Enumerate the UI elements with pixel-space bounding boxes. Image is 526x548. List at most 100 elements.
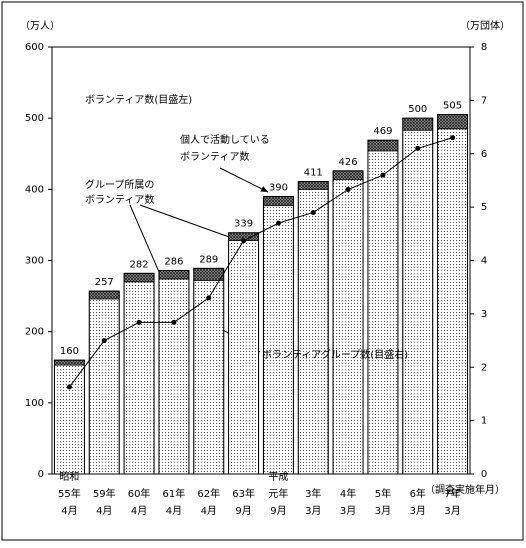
annotation: ボランティア数(目盛左) — [85, 93, 192, 106]
total-label: 339 — [234, 219, 253, 230]
y-tick-label: 400 — [25, 184, 44, 195]
x-tick-label: 4月 — [96, 505, 112, 517]
x-tick-label: 3年 — [305, 487, 321, 500]
bar-segment — [54, 359, 85, 366]
x-tick-label: 4月 — [201, 505, 217, 517]
y2-tick-label: 5 — [481, 202, 487, 213]
x-tick-label: 3月 — [375, 505, 391, 517]
bar-segment — [402, 129, 434, 475]
bar-segment — [367, 139, 399, 152]
x-tick-label: 3月 — [444, 505, 460, 517]
total-bar — [123, 272, 155, 475]
x-tick-label: 4月 — [61, 505, 77, 517]
total-label: 286 — [164, 256, 183, 267]
total-label: 411 — [304, 168, 323, 179]
bar-segment — [437, 114, 468, 130]
bar-segment — [88, 298, 120, 475]
x-tick-label: 3月 — [305, 505, 321, 517]
y-tick-label: 0 — [38, 469, 44, 480]
total-bar — [53, 359, 85, 475]
arrow — [219, 167, 269, 193]
y-tick-label: 600 — [25, 42, 44, 53]
total-bar — [297, 181, 329, 475]
bar-segment — [158, 278, 190, 475]
group-line — [69, 137, 453, 388]
x-tick-label: 5年 — [375, 487, 391, 500]
total-bar — [332, 170, 364, 475]
x-tick-label: 昭和 — [59, 471, 79, 483]
total-bar — [158, 269, 190, 475]
y2-tick-label: 3 — [481, 309, 487, 320]
bar-segment — [297, 181, 329, 190]
bar-segment — [88, 290, 120, 300]
x-tick-label: 7年 — [444, 487, 460, 500]
y-tick-label: 300 — [25, 256, 44, 267]
frame — [1, 1, 524, 541]
annotation: 個人で活動している — [180, 133, 270, 146]
x-tick-label: 59年 — [93, 487, 116, 500]
x-tick-label: 元年 — [268, 487, 288, 500]
bar-segment — [332, 170, 364, 180]
total-label: 289 — [199, 254, 218, 265]
x-tick-label: 3月 — [410, 505, 426, 517]
y2-tick-label: 7 — [481, 95, 487, 106]
arrow — [139, 204, 244, 243]
y2-tick-label: 8 — [481, 42, 487, 53]
y2-tick-label: 1 — [481, 416, 487, 427]
bar-segment — [263, 196, 294, 207]
bar-segment — [123, 272, 155, 283]
total-label: 426 — [339, 157, 358, 168]
total-label: 469 — [373, 126, 392, 137]
bar-segment — [437, 128, 468, 475]
bar-segment — [123, 281, 155, 475]
x-tick-label: 63年 — [232, 487, 255, 500]
annotation: ボランティア数 — [180, 150, 249, 163]
bar-segment — [263, 205, 294, 475]
y2-tick-label: 4 — [481, 256, 487, 267]
x-tick-label: 6年 — [410, 487, 426, 500]
total-bar — [367, 139, 399, 475]
bar-segment — [193, 267, 225, 281]
y2-tick-label: 2 — [481, 362, 487, 373]
x-tick-label: 62年 — [197, 487, 220, 500]
x-tick-label: 9月 — [235, 505, 251, 517]
total-label: 505 — [443, 101, 462, 112]
y2-tick-label: 0 — [481, 469, 487, 480]
bar-segment — [228, 240, 259, 475]
y2-tick-label: 6 — [481, 149, 487, 160]
total-label: 282 — [130, 259, 149, 270]
bar-segment — [297, 188, 329, 475]
total-bar — [88, 290, 120, 475]
right-unit: （万団体） — [460, 20, 510, 32]
total-label: 500 — [408, 104, 427, 115]
y-tick-label: 500 — [25, 113, 44, 124]
bar-segment — [54, 364, 85, 475]
annotation: グループ所属の — [85, 178, 154, 191]
x-tick-label: 4月 — [166, 505, 182, 517]
x-tick-label: 平成 — [268, 471, 288, 483]
bar-segment — [332, 179, 364, 475]
x-tick-label: 55年 — [58, 487, 81, 500]
total-label: 257 — [95, 277, 114, 288]
total-label: 160 — [60, 346, 79, 357]
x-tick-label: 60年 — [128, 487, 151, 500]
total-bar — [262, 195, 294, 475]
x-tick-label: 61年 — [163, 487, 186, 500]
y-tick-label: 100 — [25, 398, 44, 409]
x-tick-label: 4月 — [131, 505, 147, 517]
bar-segment — [402, 117, 434, 131]
total-bar — [402, 117, 434, 475]
x-tick-label: 4年 — [340, 487, 356, 500]
bar-segment — [158, 270, 190, 280]
total-bar — [228, 232, 260, 475]
x-unit: （調査実施年月） — [425, 483, 505, 496]
total-bar — [193, 267, 225, 475]
annotation: ボランティア数 — [85, 193, 154, 206]
x-tick-label: 9月 — [270, 505, 286, 517]
annotation: ボランティアグループ数(目盛右) — [262, 348, 408, 361]
bar-segment — [193, 280, 225, 475]
left-unit: （万人） — [20, 20, 60, 32]
total-bar — [437, 114, 469, 475]
bar-segment — [367, 150, 399, 475]
